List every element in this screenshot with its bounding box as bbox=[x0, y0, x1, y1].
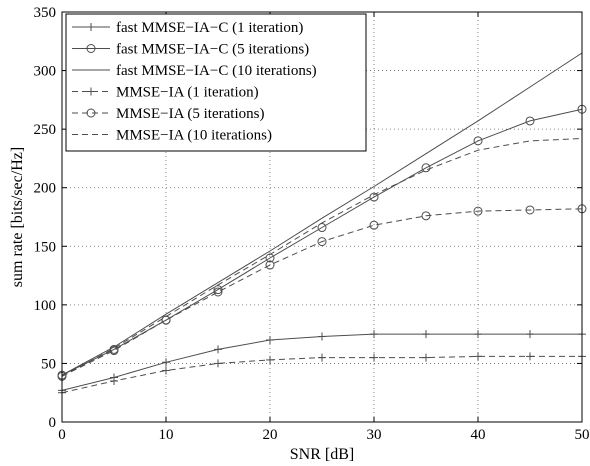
series-line bbox=[61, 138, 583, 377]
data-point bbox=[266, 355, 274, 364]
legend-marker bbox=[87, 23, 95, 31]
y-tick-label: 150 bbox=[34, 239, 57, 255]
x-tick-label: 10 bbox=[159, 427, 174, 443]
y-tick-label: 200 bbox=[34, 181, 57, 197]
data-point bbox=[369, 192, 379, 202]
y-tick-label: 250 bbox=[34, 122, 57, 138]
series-line bbox=[61, 355, 582, 394]
data-point bbox=[317, 237, 327, 247]
data-point bbox=[162, 358, 170, 367]
legend-entry: fast MMSE−IA−C (10 iterations) bbox=[72, 63, 317, 79]
data-point bbox=[526, 330, 534, 339]
legend-label: MMSE−IA (1 iteration) bbox=[116, 85, 259, 101]
y-tick-label: 350 bbox=[34, 5, 57, 21]
legend-label: MMSE−IA (5 iterations) bbox=[116, 106, 264, 122]
series-1 bbox=[58, 330, 586, 395]
legend-box bbox=[65, 13, 367, 152]
data-point bbox=[214, 345, 222, 354]
axis-ticks: 0 10 20 30 40 50 0 50 100 150 200 250 300 350 bbox=[34, 5, 590, 443]
y-tick-label: 50 bbox=[41, 356, 56, 372]
data-point bbox=[474, 352, 482, 361]
data-point bbox=[213, 287, 223, 297]
x-tick-label: 30 bbox=[367, 427, 382, 443]
x-tick-label: 40 bbox=[471, 427, 486, 443]
data-point bbox=[162, 366, 170, 375]
plot-area-frame bbox=[61, 11, 583, 423]
series-3 bbox=[61, 52, 583, 376]
y-axis-label: sum rate [bits/sec/Hz] bbox=[9, 147, 26, 287]
data-point bbox=[474, 330, 482, 339]
data-point bbox=[422, 330, 430, 339]
y-tick-label: 100 bbox=[34, 298, 57, 314]
data-point bbox=[525, 116, 535, 126]
legend-entry: MMSE−IA (1 iteration) bbox=[72, 85, 259, 101]
legend-marker bbox=[86, 108, 96, 118]
legend-entry: MMSE−IA (5 iterations) bbox=[72, 106, 264, 122]
legend: fast MMSE−IA−C (1 iteration) fast MMSE−IA… bbox=[65, 13, 367, 152]
series-line bbox=[61, 52, 583, 376]
legend-label: fast MMSE−IA−C (1 iteration) bbox=[116, 20, 303, 36]
series-line bbox=[61, 108, 583, 376]
legend-entry: fast MMSE−IA−C (1 iteration) bbox=[72, 20, 303, 36]
series-6 bbox=[61, 138, 583, 377]
data-point bbox=[214, 359, 222, 368]
x-axis-label: SNR [dB] bbox=[290, 446, 354, 463]
data-point bbox=[370, 330, 378, 339]
plot-series bbox=[57, 52, 587, 397]
series-line bbox=[61, 333, 582, 391]
legend-label: MMSE−IA (10 iterations) bbox=[116, 128, 272, 144]
legend-entry: MMSE−IA (10 iterations) bbox=[72, 128, 272, 144]
data-point bbox=[525, 205, 535, 215]
data-point bbox=[370, 353, 378, 362]
data-point bbox=[318, 332, 326, 341]
data-point bbox=[317, 223, 327, 233]
legend-marker bbox=[87, 87, 95, 96]
y-tick-label: 300 bbox=[34, 64, 57, 80]
series-line bbox=[61, 208, 583, 377]
data-point bbox=[421, 163, 431, 173]
data-point bbox=[526, 352, 534, 361]
data-point bbox=[422, 353, 430, 362]
data-point bbox=[473, 136, 483, 146]
data-point bbox=[265, 260, 275, 270]
x-tick-label: 20 bbox=[263, 427, 278, 443]
data-point bbox=[421, 211, 431, 221]
data-point bbox=[473, 206, 483, 216]
y-tick-label: 0 bbox=[49, 415, 57, 431]
legend-label: fast MMSE−IA−C (10 iterations) bbox=[116, 63, 317, 79]
data-point bbox=[266, 336, 274, 344]
x-tick-label: 50 bbox=[575, 427, 590, 443]
series-4 bbox=[58, 352, 586, 397]
data-point bbox=[318, 353, 326, 362]
data-point bbox=[369, 220, 379, 230]
x-tick-label: 0 bbox=[58, 427, 66, 443]
legend-entry: fast MMSE−IA−C (5 iterations) bbox=[72, 42, 309, 58]
data-point bbox=[110, 377, 118, 385]
legend-label: fast MMSE−IA−C (5 iterations) bbox=[116, 42, 309, 58]
legend-marker bbox=[86, 44, 96, 53]
